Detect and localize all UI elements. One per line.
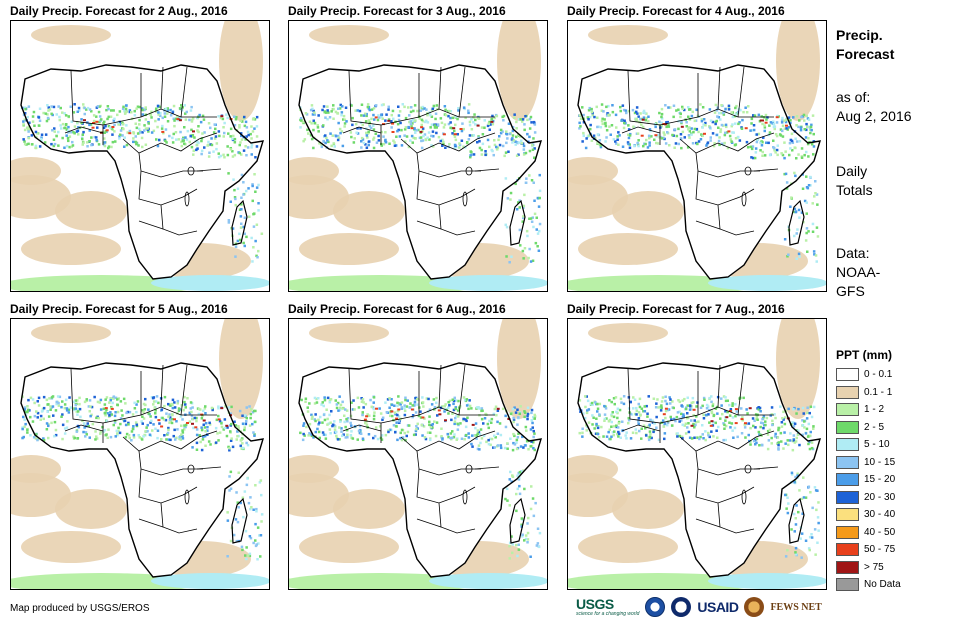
forecast-map-4 [10,318,270,590]
sidebar-totals: Daily Totals [836,162,873,200]
legend-label: 20 - 30 [864,491,896,503]
panel-title-6: Daily Precip. Forecast for 7 Aug., 2016 [567,302,785,316]
map-canvas [568,21,826,291]
legend-item: 10 - 15 [836,454,901,472]
legend-label: 40 - 50 [864,526,896,538]
asof-label: as of: [836,89,871,105]
legend-swatch [836,403,859,417]
fewsnet-wordmark: FEWS NET [770,601,822,613]
map-canvas [568,319,826,589]
legend-item: No Data [836,576,901,594]
legend-label: 15 - 20 [864,474,896,486]
legend-label: 0.1 - 1 [864,386,893,398]
sidebar-data-source: Data: NOAA- GFS [836,244,880,301]
totals-line2: Totals [836,182,873,198]
legend-swatch [836,578,859,592]
map-canvas [11,21,269,291]
legend-item: 50 - 75 [836,541,901,559]
usaid-seal-icon [671,597,692,617]
legend-item: 5 - 10 [836,436,901,454]
map-canvas [11,319,269,589]
panel-title-5: Daily Precip. Forecast for 6 Aug., 2016 [288,302,506,316]
legend-item: > 75 [836,559,901,577]
legend-label: 30 - 40 [864,509,896,521]
noaa-seal-icon [645,597,666,617]
legend-swatch [836,455,859,469]
legend-label: 50 - 75 [864,544,896,556]
fewsnet-globe-icon [744,597,765,617]
data-source-line1: NOAA- [836,264,881,280]
sidebar-title: Precip. Forecast [836,26,894,64]
legend-swatch [836,543,859,557]
legend-label: 0 - 0.1 [864,369,893,381]
legend-label: 10 - 15 [864,456,896,468]
legend-item: 1 - 2 [836,401,901,419]
map-canvas [289,319,547,589]
legend-swatch [836,368,859,382]
legend-label: 1 - 2 [864,404,885,416]
map-canvas [289,21,547,291]
panel-title-1: Daily Precip. Forecast for 2 Aug., 2016 [10,4,228,18]
panel-title-3: Daily Precip. Forecast for 4 Aug., 2016 [567,4,785,18]
legend-swatch [836,438,859,452]
usgs-wordmark: USGS [576,596,614,612]
legend-label: 5 - 10 [864,439,890,451]
sidebar-title-line1: Precip. [836,27,883,43]
legend-item: 15 - 20 [836,471,901,489]
forecast-map-6 [567,318,827,590]
forecast-map-3 [567,20,827,292]
sidebar-asof: as of: Aug 2, 2016 [836,88,912,126]
data-label: Data: [836,245,870,261]
panel-title-2: Daily Precip. Forecast for 3 Aug., 2016 [288,4,506,18]
data-source-line2: GFS [836,283,865,299]
legend-item: 2 - 5 [836,419,901,437]
legend-label: No Data [864,579,901,591]
legend-item: 0.1 - 1 [836,384,901,402]
legend-swatch [836,560,859,574]
legend-label: 2 - 5 [864,421,885,433]
legend-swatch [836,490,859,504]
legend-item: 40 - 50 [836,524,901,542]
usgs-logo: USGS science for a changing world [576,597,639,617]
forecast-map-5 [288,318,548,590]
legend: 0 - 0.1 0.1 - 1 1 - 2 2 - 5 5 - 10 10 - 15 15 … [836,366,901,594]
usaid-wordmark: USAID [697,599,739,615]
usgs-tagline: science for a changing world [576,611,640,617]
sidebar-title-line2: Forecast [836,46,895,62]
asof-date: Aug 2, 2016 [836,108,912,124]
legend-swatch [836,525,859,539]
legend-item: 20 - 30 [836,489,901,507]
panel-title-4: Daily Precip. Forecast for 5 Aug., 2016 [10,302,228,316]
legend-swatch [836,385,859,399]
logo-strip: USGS science for a changing world USAID … [576,594,822,620]
legend-swatch [836,508,859,522]
forecast-map-2 [288,20,548,292]
legend-title: PPT (mm) [836,348,893,362]
legend-swatch [836,473,859,487]
footer-credit: Map produced by USGS/EROS [10,603,150,614]
totals-line1: Daily [836,163,868,179]
legend-item: 30 - 40 [836,506,901,524]
forecast-map-1 [10,20,270,292]
legend-label: > 75 [864,561,884,573]
legend-swatch [836,420,859,434]
legend-item: 0 - 0.1 [836,366,901,384]
